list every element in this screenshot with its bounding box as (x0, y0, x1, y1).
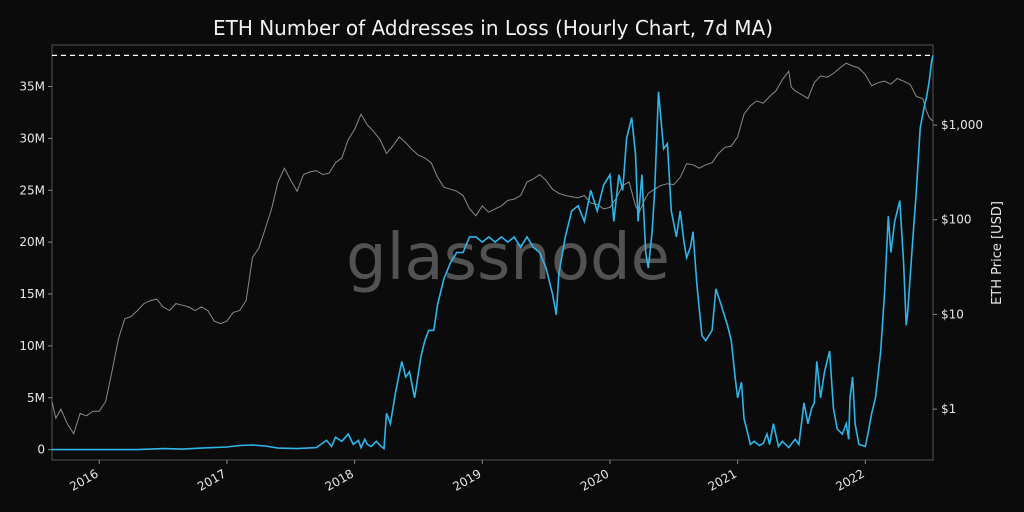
addresses-line (52, 55, 934, 451)
addresses-series (52, 55, 934, 451)
chart-title: ETH Number of Addresses in Loss (Hourly … (213, 16, 773, 40)
left-tick-label: 20M (19, 235, 45, 249)
plot-frame (51, 44, 934, 461)
right-tick-label: $1 (941, 402, 956, 416)
right-tick-label: $10 (941, 307, 964, 321)
left-axis: 0 5M 10M 15M 20M 25M 30M 35M (19, 80, 52, 457)
price-line (51, 62, 934, 435)
watermark: glassnode (346, 221, 670, 295)
left-tick-label: 35M (19, 80, 45, 94)
left-tick-label: 5M (27, 391, 45, 405)
right-axis-title: ETH Price [USD] (990, 201, 1005, 305)
left-tick-label: 30M (19, 131, 45, 145)
left-tick-label: 25M (19, 183, 45, 197)
left-tick-label: 15M (19, 287, 45, 301)
price-series (51, 62, 934, 435)
right-tick-label: $100 (941, 213, 972, 227)
left-tick-label: 10M (19, 339, 45, 353)
right-tick-label: $1,000 (941, 118, 983, 132)
right-axis: $1 $10 $100 $1,000 (933, 118, 983, 416)
left-tick-label: 0 (37, 443, 45, 457)
